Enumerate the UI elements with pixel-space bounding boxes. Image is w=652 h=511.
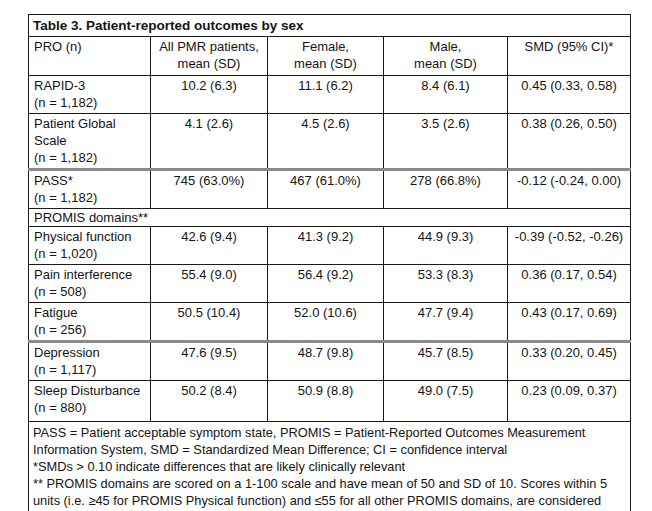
- table-row: Fatigue (n = 256)50.5 (10.4)52.0 (10.6)4…: [29, 303, 631, 342]
- value-cell-3: 47.7 (9.4): [384, 303, 508, 342]
- footnote-line: ** PROMIS domains are scored on a 1-100 …: [33, 475, 625, 511]
- pro-name-cell: Patient Global Scale (n = 1,182): [29, 114, 151, 170]
- footnote-line: PASS = Patient acceptable symptom state,…: [33, 424, 625, 458]
- column-header-2: All PMR patients, mean (SD): [151, 37, 268, 76]
- value-cell-2: 52.0 (10.6): [268, 303, 384, 342]
- value-cell-2: 56.4 (9.2): [268, 265, 384, 303]
- value-cell-2: 467 (61.0%): [268, 170, 384, 209]
- value-cell-4: 0.23 (0.09, 0.37): [508, 381, 631, 422]
- pro-name-cell: RAPID-3 (n = 1,182): [29, 76, 151, 114]
- table-footnotes: PASS = Patient acceptable symptom state,…: [29, 422, 631, 511]
- table-header-row: PRO (n)All PMR patients, mean (SD)Female…: [29, 37, 631, 76]
- value-cell-2: 48.7 (9.8): [268, 342, 384, 381]
- footnote-line: *SMDs > 0.10 indicate differences that a…: [33, 458, 625, 475]
- value-cell-1: 10.2 (6.3): [151, 76, 268, 114]
- value-cell-1: 745 (63.0%): [151, 170, 268, 209]
- table-title-row: Table 3. Patient-reported outcomes by se…: [29, 15, 631, 37]
- value-cell-4: 0.33 (0.20, 0.45): [508, 342, 631, 381]
- pro-name-cell: Physical function (n = 1,020): [29, 227, 151, 265]
- table-row: PASS* (n = 1,182)745 (63.0%)467 (61.0%)2…: [29, 170, 631, 209]
- table-footnote-row: PASS = Patient acceptable symptom state,…: [29, 422, 631, 511]
- value-cell-3: 45.7 (8.5): [384, 342, 508, 381]
- value-cell-3: 53.3 (8.3): [384, 265, 508, 303]
- value-cell-2: 11.1 (6.2): [268, 76, 384, 114]
- pro-name-cell: Pain interference (n = 508): [29, 265, 151, 303]
- pro-name-cell: Depression (n = 1,117): [29, 342, 151, 381]
- value-cell-1: 4.1 (2.6): [151, 114, 268, 170]
- column-header-1: PRO (n): [29, 37, 151, 76]
- table-row: Patient Global Scale (n = 1,182)4.1 (2.6…: [29, 114, 631, 170]
- table-title: Table 3. Patient-reported outcomes by se…: [29, 15, 631, 37]
- value-cell-1: 55.4 (9.0): [151, 265, 268, 303]
- value-cell-3: 8.4 (6.1): [384, 76, 508, 114]
- table-row: Sleep Disturbance (n = 880)50.2 (8.4)50.…: [29, 381, 631, 422]
- table-row: Depression (n = 1,117)47.6 (9.5)48.7 (9.…: [29, 342, 631, 381]
- value-cell-2: 4.5 (2.6): [268, 114, 384, 170]
- value-cell-1: 47.6 (9.5): [151, 342, 268, 381]
- value-cell-1: 50.2 (8.4): [151, 381, 268, 422]
- value-cell-3: 278 (66.8%): [384, 170, 508, 209]
- patient-reported-outcomes-table: Table 3. Patient-reported outcomes by se…: [28, 14, 631, 511]
- value-cell-4: 0.45 (0.33, 0.58): [508, 76, 631, 114]
- column-header-4: Male, mean (SD): [384, 37, 508, 76]
- value-cell-1: 42.6 (9.4): [151, 227, 268, 265]
- value-cell-2: 41.3 (9.2): [268, 227, 384, 265]
- pro-name-cell: Fatigue (n = 256): [29, 303, 151, 342]
- value-cell-4: 0.38 (0.26, 0.50): [508, 114, 631, 170]
- section-label: PROMIS domains**: [29, 209, 631, 227]
- table-row: RAPID-3 (n = 1,182)10.2 (6.3)11.1 (6.2)8…: [29, 76, 631, 114]
- value-cell-3: 3.5 (2.6): [384, 114, 508, 170]
- column-header-3: Female, mean (SD): [268, 37, 384, 76]
- column-header-5: SMD (95% CI)*: [508, 37, 631, 76]
- section-row: PROMIS domains**: [29, 209, 631, 227]
- value-cell-4: 0.43 (0.17, 0.69): [508, 303, 631, 342]
- value-cell-2: 50.9 (8.8): [268, 381, 384, 422]
- value-cell-1: 50.5 (10.4): [151, 303, 268, 342]
- value-cell-4: 0.36 (0.17, 0.54): [508, 265, 631, 303]
- table-row: Pain interference (n = 508)55.4 (9.0)56.…: [29, 265, 631, 303]
- pro-name-cell: Sleep Disturbance (n = 880): [29, 381, 151, 422]
- value-cell-3: 44.9 (9.3): [384, 227, 508, 265]
- value-cell-4: -0.12 (-0.24, 0.00): [508, 170, 631, 209]
- pro-name-cell: PASS* (n = 1,182): [29, 170, 151, 209]
- page: Table 3. Patient-reported outcomes by se…: [0, 0, 652, 511]
- table-row: Physical function (n = 1,020)42.6 (9.4)4…: [29, 227, 631, 265]
- value-cell-3: 49.0 (7.5): [384, 381, 508, 422]
- value-cell-4: -0.39 (-0.52, -0.26): [508, 227, 631, 265]
